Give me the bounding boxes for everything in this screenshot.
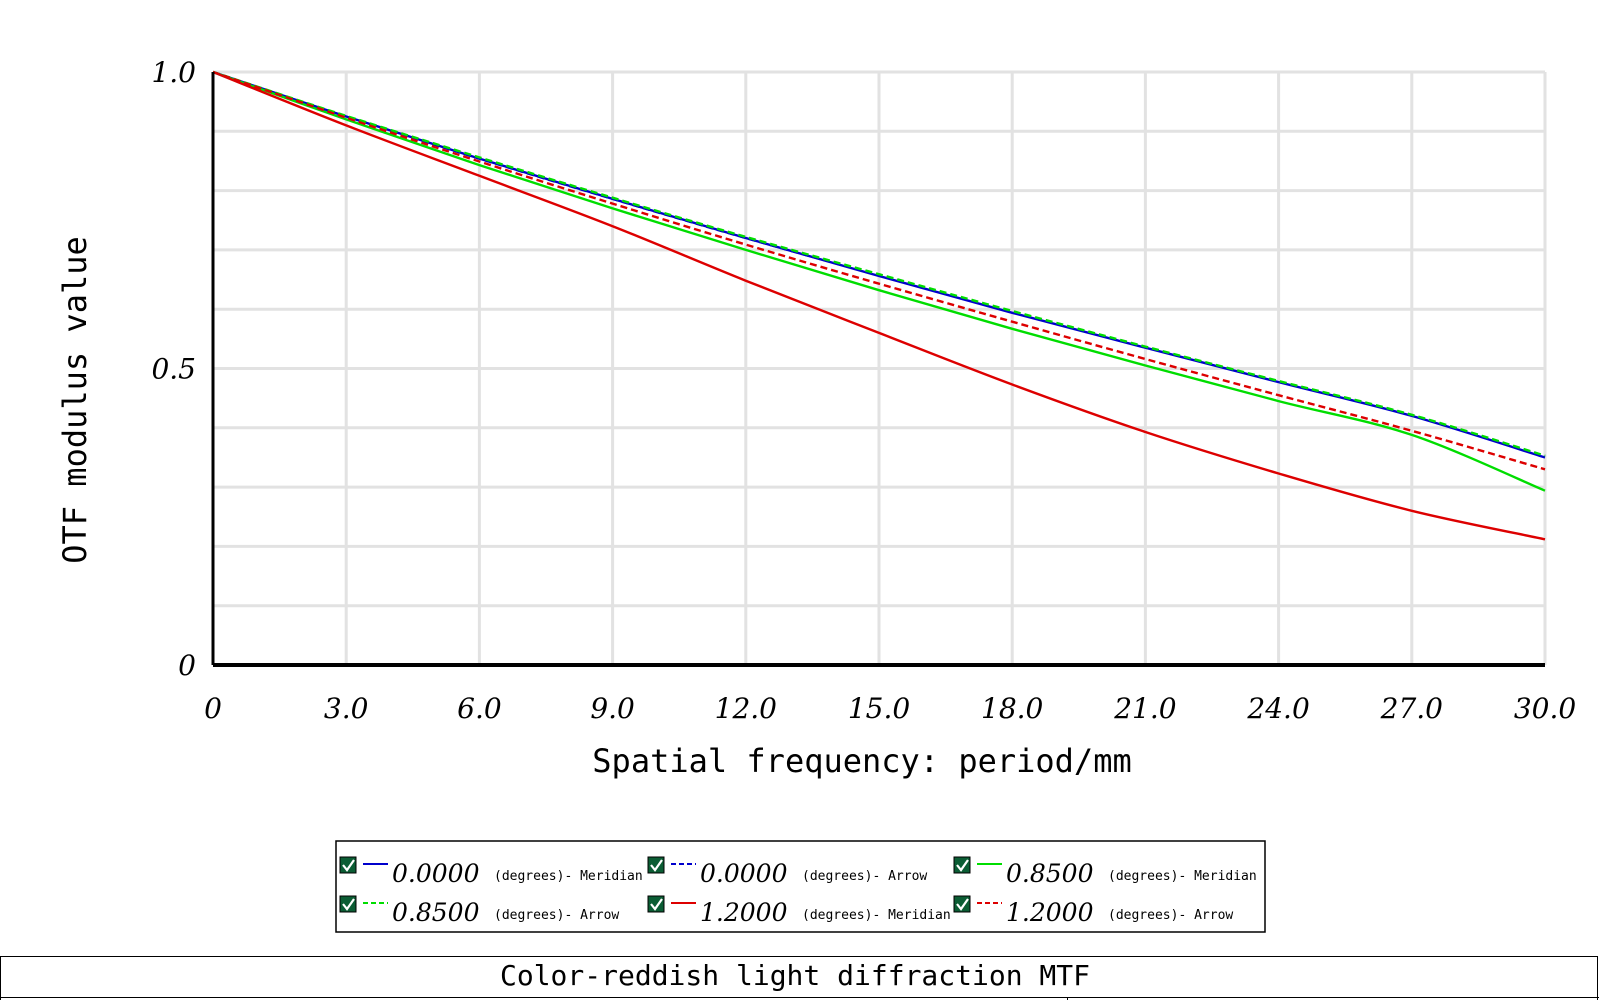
legend-value: 0.0000 (700, 859, 788, 888)
legend-suffix: (degrees)- Arrow (494, 908, 619, 923)
legend-suffix: (degrees)- Meridian (494, 869, 643, 884)
legend-value: 1.2000 (1006, 898, 1094, 927)
x-tick-label: 21.0 (1113, 692, 1176, 725)
legend-value: 0.8500 (392, 898, 480, 927)
y-tick-label: 0.5 (151, 353, 196, 386)
legend-suffix: (degrees)- Arrow (802, 869, 927, 884)
legend-checkbox[interactable] (647, 856, 665, 874)
legend-checkbox[interactable] (339, 856, 357, 874)
mtf-chart-svg: 0 3.0 6.0 9.0 12.0 15.0 18.0 21.0 24.0 27.0 30.0 0… (56, 56, 1576, 933)
y-tick-label: 0 (178, 649, 196, 682)
series-line (212, 70, 1546, 471)
grid (211, 70, 1547, 667)
legend-item[interactable]: 0.0000 (degrees)- Arrow (647, 856, 927, 888)
y-tick-label: 1.0 (151, 56, 196, 89)
series-line (212, 70, 1546, 457)
series-lines (212, 70, 1546, 541)
legend-checkbox[interactable] (339, 895, 357, 913)
check-icon (650, 898, 663, 911)
x-tick-label: 30.0 (1514, 692, 1576, 725)
legend-value: 1.2000 (700, 898, 788, 927)
title-bar: Color-reddish light diffraction MTF (0, 956, 1599, 1000)
title-divider-vertical (1067, 997, 1068, 1000)
x-tick-label: 0 (204, 692, 222, 725)
legend-suffix: (degrees)- Meridian (802, 908, 951, 923)
x-tick-label: 12.0 (715, 692, 777, 725)
check-icon (342, 898, 355, 911)
x-tick-label: 27.0 (1380, 692, 1443, 725)
check-icon (650, 859, 663, 872)
x-axis-title: Spatial frequency: period/mm (592, 742, 1131, 780)
series-line (212, 70, 1546, 541)
legend-value: 0.0000 (392, 859, 480, 888)
x-tick-label: 15.0 (848, 692, 910, 725)
legend-item[interactable]: 0.8500 (degrees)- Meridian (953, 856, 1257, 888)
x-tick-labels: 0 3.0 6.0 9.0 12.0 15.0 18.0 21.0 24.0 27.0 30.0 (204, 692, 1576, 725)
legend-checkbox[interactable] (953, 895, 971, 913)
y-axis-title: OTF modulus value (56, 236, 94, 564)
x-tick-label: 6.0 (457, 692, 502, 725)
check-icon (956, 859, 969, 872)
chart-title: Color-reddish light diffraction MTF (499, 959, 1090, 992)
x-tick-label: 24.0 (1246, 692, 1309, 725)
legend-checkbox[interactable] (953, 856, 971, 874)
x-tick-label: 18.0 (981, 692, 1043, 725)
check-icon (956, 898, 969, 911)
legend: 0.0000 (degrees)- Meridian 0.0000 (degrees)… (335, 840, 1266, 933)
legend-box (335, 840, 1266, 933)
check-icon (342, 859, 355, 872)
legend-item[interactable]: 0.8500 (degrees)- Arrow (339, 895, 619, 927)
legend-checkbox[interactable] (647, 895, 665, 913)
axes (211, 72, 1545, 667)
x-tick-label: 3.0 (324, 692, 369, 725)
series-line (212, 70, 1546, 492)
title-divider (1, 997, 1599, 998)
legend-value: 0.8500 (1006, 859, 1094, 888)
legend-suffix: (degrees)- Meridian (1108, 869, 1257, 884)
x-tick-label: 9.0 (590, 692, 635, 725)
legend-item[interactable]: 1.2000 (degrees)- Meridian (647, 895, 951, 927)
legend-item[interactable]: 0.0000 (degrees)- Meridian (339, 856, 643, 888)
legend-suffix: (degrees)- Arrow (1108, 908, 1233, 923)
legend-item[interactable]: 1.2000 (degrees)- Arrow (953, 895, 1233, 927)
y-tick-labels: 0 0.5 1.0 (151, 56, 196, 682)
